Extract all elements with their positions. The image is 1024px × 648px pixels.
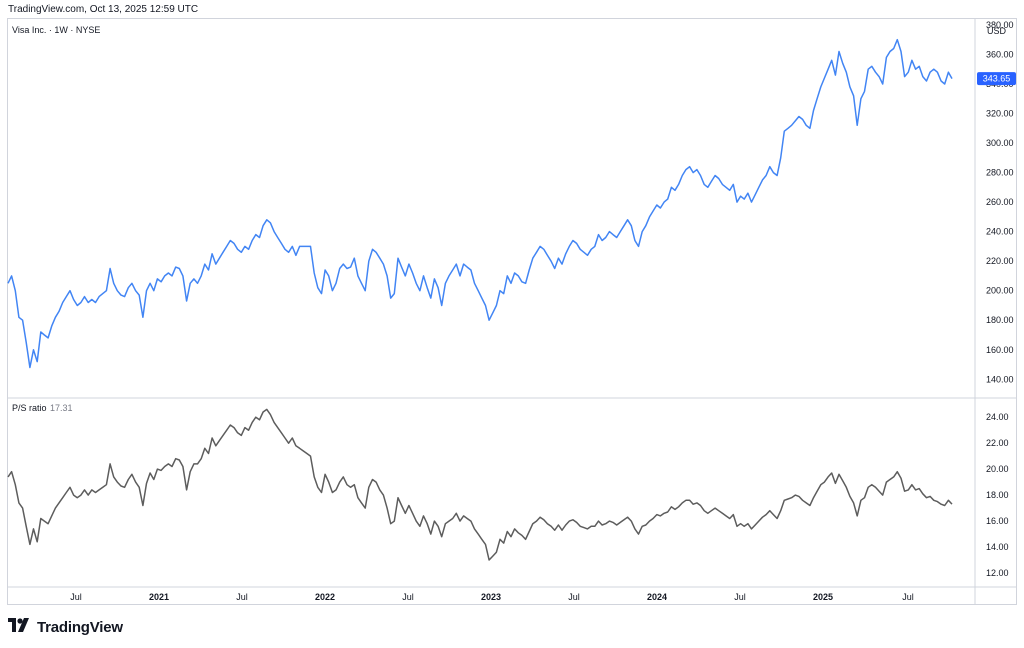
x-tick-label: Jul xyxy=(402,592,414,602)
ratio-y-axis[interactable]: 24.00 22.00 20.00 18.00 16.00 14.00 12.00 xyxy=(986,412,1009,578)
price-y-tick-label: 200.00 xyxy=(986,286,1014,296)
price-y-tick-label: 280.00 xyxy=(986,168,1014,178)
last-price-label: 343.65 xyxy=(983,74,1011,84)
price-y-tick-label: 380.00 xyxy=(986,20,1014,30)
x-tick-label: Jul xyxy=(902,592,914,602)
time-axis[interactable]: Jul 2021 Jul 2022 Jul 2023 Jul 2024 Jul 2025 Jul xyxy=(70,592,914,602)
price-y-tick-label: 300.00 xyxy=(986,138,1014,148)
price-y-tick-label: 160.00 xyxy=(986,345,1014,355)
ratio-y-tick-label: 16.00 xyxy=(986,516,1009,526)
price-y-tick-label: 240.00 xyxy=(986,227,1014,237)
x-tick-label: 2023 xyxy=(481,592,501,602)
chart-frame xyxy=(7,18,1017,605)
x-tick-label: 2022 xyxy=(315,592,335,602)
price-y-tick-label: 220.00 xyxy=(986,256,1014,266)
x-tick-label: Jul xyxy=(70,592,82,602)
price-series-line xyxy=(7,38,953,369)
price-pane-title: Visa Inc. · 1W · NYSE xyxy=(12,25,100,35)
price-y-tick-label: 360.00 xyxy=(986,49,1014,59)
price-y-tick-label: 140.00 xyxy=(986,374,1014,384)
x-tick-label: Jul xyxy=(734,592,746,602)
ratio-pane-title: P/S ratio xyxy=(12,403,47,413)
tradingview-logo-icon xyxy=(8,618,32,637)
ratio-y-tick-label: 20.00 xyxy=(986,464,1009,474)
ratio-y-tick-label: 14.00 xyxy=(986,542,1009,552)
x-tick-label: 2021 xyxy=(149,592,169,602)
price-y-tick-label: 320.00 xyxy=(986,109,1014,119)
ratio-y-tick-label: 18.00 xyxy=(986,490,1009,500)
x-tick-label: Jul xyxy=(568,592,580,602)
x-tick-label: 2024 xyxy=(647,592,667,602)
ratio-y-tick-label: 12.00 xyxy=(986,568,1009,578)
price-y-tick-label: 180.00 xyxy=(986,315,1014,325)
ratio-pane-value: 17.31 xyxy=(50,403,73,413)
ps-ratio-series-line xyxy=(7,408,953,561)
brand-name: TradingView xyxy=(37,619,123,636)
x-tick-label: Jul xyxy=(236,592,248,602)
currency-label[interactable]: USD xyxy=(987,26,1007,36)
price-y-tick-label: 260.00 xyxy=(986,197,1014,207)
source-line: TradingView.com, Oct 13, 2025 12:59 UTC xyxy=(8,4,199,15)
tradingview-brand[interactable]: TradingView xyxy=(8,618,123,637)
ratio-y-tick-label: 24.00 xyxy=(986,412,1009,422)
x-tick-label: 2025 xyxy=(813,592,833,602)
last-price-badge: 343.65 xyxy=(977,72,1016,86)
ratio-y-tick-label: 22.00 xyxy=(986,438,1009,448)
